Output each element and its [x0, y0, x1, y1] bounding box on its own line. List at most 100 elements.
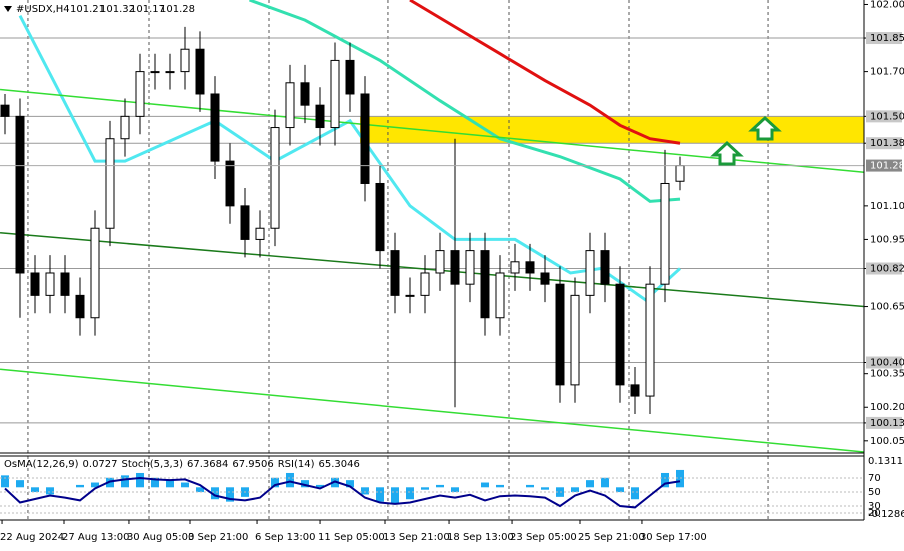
candle-body [90, 227, 100, 319]
candle-body [450, 250, 460, 285]
candle-body [150, 71, 160, 74]
rsi-line [4, 476, 681, 509]
osma-bar [496, 484, 504, 488]
candle-body [255, 227, 265, 240]
candle-body [540, 272, 550, 285]
candle-body [525, 261, 535, 274]
candle-body [60, 272, 70, 296]
stoch-value: 67.9506 [232, 459, 273, 470]
header-low: 101.17 [130, 4, 165, 15]
x-tick-label: 30 Aug 05:00 [127, 532, 194, 543]
osma-bar [676, 469, 684, 488]
candle-body [315, 104, 325, 129]
y-tick-label: 101.70 [870, 67, 904, 78]
osma-bar [406, 487, 414, 500]
osma-bar [361, 487, 369, 495]
symbol: #USDX,H4 [16, 4, 70, 15]
candle-body [330, 59, 340, 129]
x-tick-label: 11 Sep 05:00 [318, 532, 385, 543]
arrow-up [710, 140, 744, 166]
candle-body [360, 93, 370, 184]
y-tick-label: 100.05 [870, 436, 904, 447]
candle-body [435, 250, 445, 274]
y-tick-label: 100.40 [870, 357, 904, 368]
level-label-box [866, 32, 902, 45]
candle-body [375, 182, 385, 252]
y-tick-label: 101.85 [870, 33, 904, 44]
osma-bar [286, 472, 294, 488]
header-close: 101.28 [160, 4, 195, 15]
osma-bar [451, 487, 459, 493]
osma-bar [1, 475, 9, 488]
osma-bar [211, 487, 219, 500]
indicator-line [248, 0, 681, 203]
y-tick-label: 100.65 [870, 302, 904, 313]
candle-body [120, 115, 130, 140]
header-open: 101.21 [70, 4, 105, 15]
candle-body [180, 48, 190, 73]
osc-tick-label: 0.1311 [868, 456, 903, 467]
y-tick-label: 101.10 [870, 201, 904, 212]
candle-body [645, 283, 655, 397]
candle-body [585, 250, 595, 296]
osma-bar [31, 487, 39, 493]
candle-body [630, 384, 640, 397]
osma-bar [316, 484, 324, 488]
indicator-line [409, 0, 681, 145]
osma-bar [436, 484, 444, 488]
osma-bar [151, 477, 159, 488]
candle-body [555, 283, 565, 386]
x-tick-label: 25 Sep 21:00 [578, 532, 645, 543]
osma-bar [586, 480, 594, 488]
osc-tick-label: 70 [868, 473, 881, 484]
osma-bar [616, 487, 624, 493]
candle-body [390, 250, 400, 296]
candle-body [285, 82, 295, 129]
osma-bar [271, 477, 279, 488]
candle-body [465, 250, 475, 285]
osma-bar [46, 487, 54, 495]
candle-body [0, 104, 10, 117]
osma-bar [181, 482, 189, 488]
osma-value: 0.0727 [83, 459, 118, 470]
osma-bar [301, 480, 309, 488]
y-tick-label: 102.00 [870, 0, 904, 10]
candle-body [165, 71, 175, 74]
candle-body [195, 48, 205, 95]
osma-bar [16, 480, 24, 488]
rsi-value: 65.3046 [319, 459, 360, 470]
x-tick-label: 6 Sep 13:00 [255, 532, 315, 543]
x-tick-label: 18 Sep 13:00 [447, 532, 514, 543]
y-tick-label: 100.82 [870, 264, 904, 275]
candle-body [600, 250, 610, 285]
candle-body [45, 272, 55, 296]
osc-tick-label: 30 [868, 501, 881, 512]
candle-body [510, 261, 520, 274]
level-label-box [866, 356, 902, 369]
level-label-box [866, 262, 902, 275]
osma-bar [121, 475, 129, 488]
candle-body [495, 272, 505, 319]
candle-body [105, 138, 115, 229]
y-tick-label: 100.13 [870, 418, 904, 429]
candle-body [15, 115, 25, 274]
header-icon [4, 6, 12, 12]
y-tick-label: 100.20 [870, 402, 904, 413]
rsi-name: RSI(14) [278, 459, 315, 470]
osma-bar [376, 487, 384, 502]
osma-bar [481, 482, 489, 488]
candle-body [225, 160, 235, 207]
x-tick-label: 22 Aug 2024 [0, 532, 64, 543]
osma-bar [391, 487, 399, 505]
candle-body [405, 294, 415, 297]
arrow-up [748, 115, 782, 141]
y-tick-label: 101.50 [870, 111, 904, 122]
osma-name: OsMA(12,26,9) [4, 459, 79, 470]
osma-bar [346, 480, 354, 488]
osma-bar [571, 487, 579, 493]
osma-bar [421, 487, 429, 490]
candle-body [210, 93, 220, 162]
osma-bar [91, 482, 99, 488]
candle-body [420, 272, 430, 296]
